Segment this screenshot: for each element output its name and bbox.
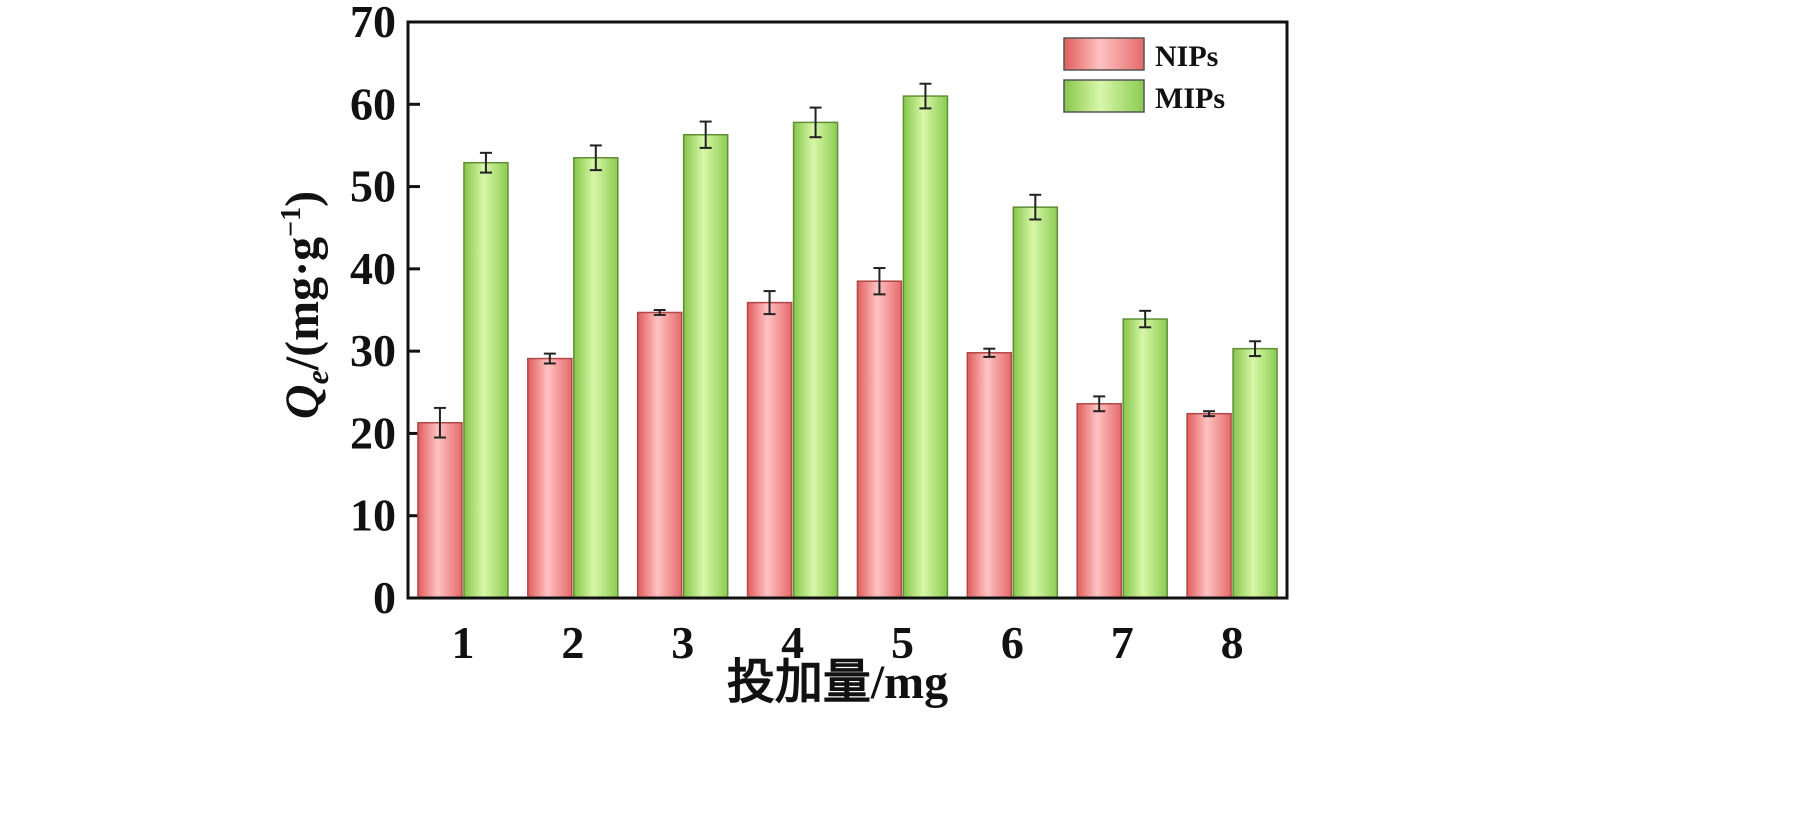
y-axis-title: Qe/(mg·g−1) (276, 191, 335, 419)
bar-mips-4 (792, 121, 839, 599)
y-tick-label: 60 (350, 78, 396, 129)
legend-swatch-nips (1063, 37, 1145, 71)
bar-mips-6 (1012, 206, 1059, 599)
x-tick-label: 7 (1111, 617, 1134, 668)
y-axis-title-unit: /(mg·g (276, 237, 329, 371)
y-tick-label: 40 (350, 243, 396, 294)
y-tick-label: 10 (350, 490, 396, 541)
y-axis-title-q: Q (276, 384, 329, 419)
bar-nips-8 (1186, 412, 1232, 599)
legend-label-mips: MIPs (1155, 82, 1225, 115)
bar-nips-1 (417, 421, 463, 599)
y-tick-label: 50 (350, 161, 396, 212)
legend: NIPs MIPs (1063, 37, 1225, 115)
bar-mips-7 (1122, 318, 1168, 599)
x-axis-ticks: 1 2 3 4 5 6 7 8 (451, 617, 1243, 668)
x-tick-label: 2 (561, 617, 584, 668)
legend-swatch-mips (1063, 79, 1145, 113)
y-tick-label: 20 (350, 407, 396, 458)
y-tick-label: 70 (350, 0, 396, 47)
bar-nips-2 (527, 357, 573, 599)
y-tick-label: 0 (373, 572, 396, 623)
x-tick-label: 5 (891, 617, 914, 668)
x-axis-title: 投加量/mg (727, 656, 948, 709)
plot-frame (406, 20, 1289, 600)
y-axis-ticks: 0 10 20 30 40 50 60 70 (350, 0, 420, 623)
x-tick-label: 4 (781, 617, 804, 668)
x-tick-label: 3 (671, 617, 694, 668)
bar-nips-7 (1076, 403, 1122, 599)
bars-group (417, 82, 1278, 599)
x-tick-label: 8 (1221, 617, 1244, 668)
x-tick-label: 1 (451, 617, 474, 668)
bar-nips-4 (746, 301, 793, 599)
y-tick-label: 30 (350, 325, 396, 376)
bar-mips-3 (682, 133, 729, 599)
x-tick-label: 6 (1001, 617, 1024, 668)
bar-nips-3 (636, 311, 683, 599)
legend-label-nips: NIPs (1155, 40, 1218, 73)
bar-mips-2 (573, 157, 619, 599)
bar-mips-1 (463, 161, 509, 599)
y-axis-title-subscript: e (299, 370, 335, 384)
bar-nips-6 (966, 352, 1013, 599)
y-axis-title-close: ) (276, 191, 329, 207)
bar-nips-5 (856, 280, 903, 599)
bar-mips-5 (902, 95, 949, 599)
y-axis-title-superscript: −1 (276, 207, 307, 237)
bar-mips-8 (1232, 347, 1278, 599)
